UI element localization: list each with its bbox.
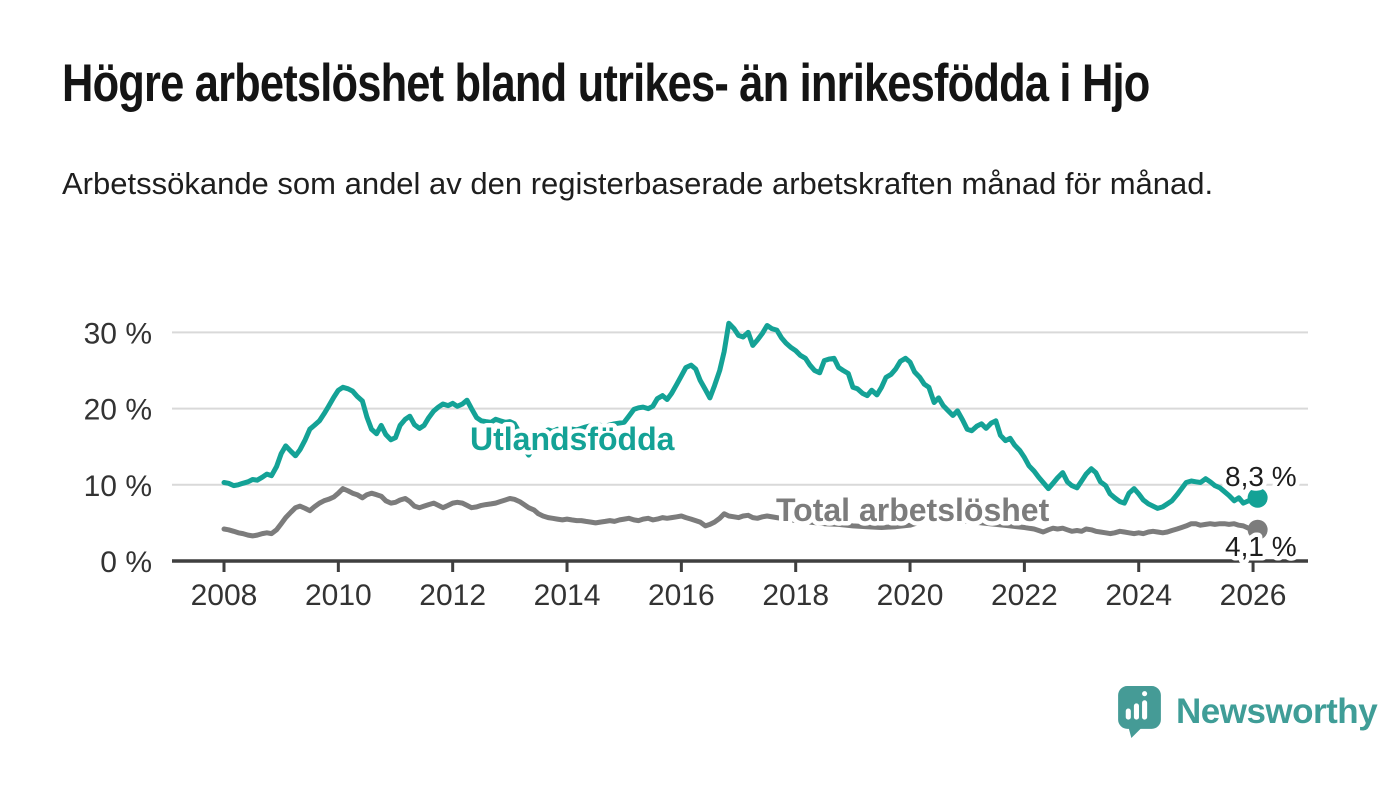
logo-bar-tall — [1142, 700, 1148, 720]
series-label: Utlandsfödda — [470, 421, 675, 457]
x-axis-tick-label: 2016 — [648, 579, 715, 612]
chart-subtitle: Arbetssökande som andel av den registerb… — [62, 166, 1214, 201]
series-label: Total arbetslöshet — [776, 492, 1050, 528]
logo-bar-medium — [1133, 703, 1139, 720]
logo-bar-short — [1125, 708, 1131, 720]
x-axis-tick-label: 2008 — [191, 579, 258, 612]
newsworthy-logo: Newsworthy — [1116, 684, 1378, 739]
y-axis-tick-label: 0 % — [100, 546, 152, 579]
x-axis-tick-label: 2012 — [419, 579, 486, 612]
series-end-value-label: 8,3 % — [1225, 461, 1297, 492]
series-end-dot — [1247, 487, 1268, 508]
series-line-total — [221, 486, 1261, 539]
logo-wordmark: Newsworthy — [1176, 691, 1378, 731]
page-title: Högre arbetslöshet bland utrikes- än inr… — [62, 54, 1150, 113]
x-axis-tick-label: 2026 — [1220, 579, 1287, 612]
newsworthy-speech-bubble-bar-chart-icon — [1118, 686, 1161, 738]
series-line-utlandsfodda — [221, 320, 1261, 511]
y-axis-tick-label: 10 % — [84, 470, 152, 503]
x-axis-tick-label: 2014 — [534, 579, 601, 612]
x-axis-tick-label: 2018 — [762, 579, 829, 612]
x-axis-tick-label: 2024 — [1105, 579, 1172, 612]
series-end-dot — [1247, 519, 1268, 540]
x-axis-tick-label: 2020 — [877, 579, 944, 612]
y-axis-tick-label: 30 % — [84, 317, 152, 350]
x-axis-tick-label: 2022 — [991, 579, 1058, 612]
series-end-value-label: 4,1 % — [1225, 531, 1297, 562]
x-axis-tick-label: 2010 — [305, 579, 372, 612]
logo-dot — [1142, 691, 1148, 697]
y-axis-tick-label: 20 % — [84, 394, 152, 427]
